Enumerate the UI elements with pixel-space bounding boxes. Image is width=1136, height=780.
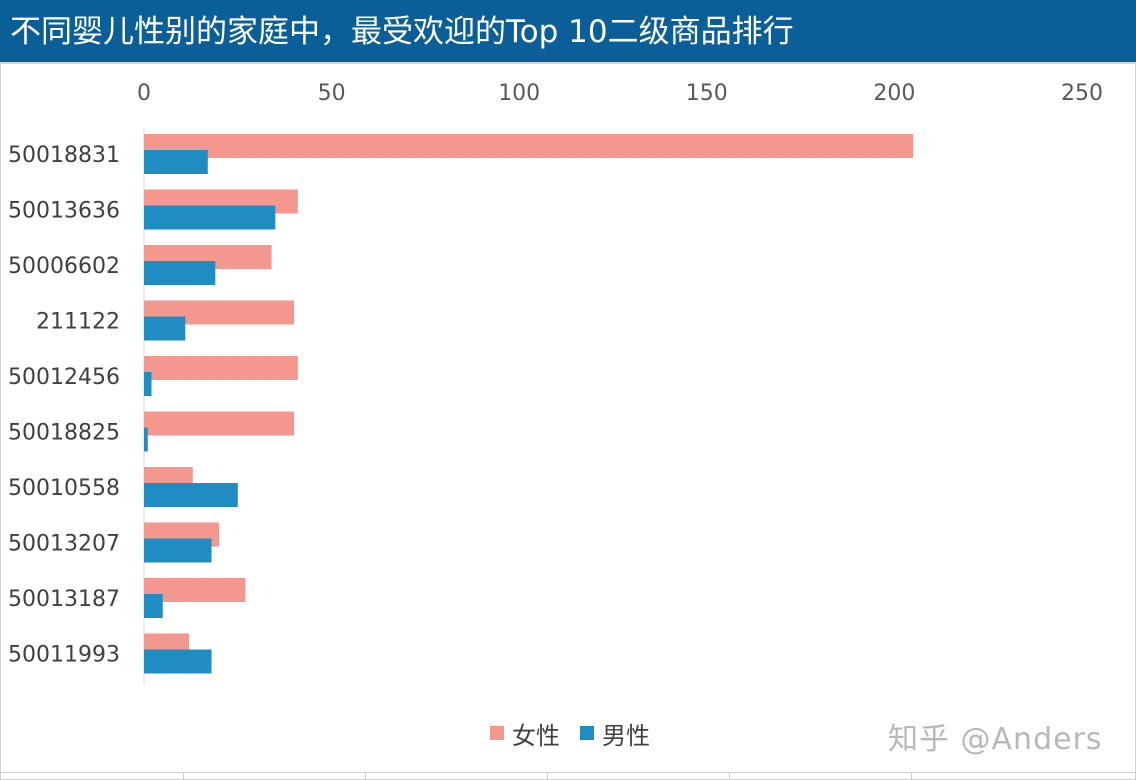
x-tick-label: 250 [1061, 81, 1103, 106]
x-tick-label: 50 [318, 81, 346, 106]
bar-female [144, 411, 295, 436]
title-divider [0, 62, 1136, 64]
bar-male [144, 538, 212, 563]
bar-male [144, 594, 163, 618]
chart-title: 不同婴儿性别的家庭中，最受欢迎的Top 10二级商品排行 [10, 14, 794, 50]
y-category-label: 50006602 [8, 254, 120, 279]
bottom-divider [0, 772, 1136, 773]
watermark: 知乎 @Anders [888, 722, 1103, 757]
bar-female [144, 356, 298, 380]
bar-male [144, 483, 238, 507]
y-category-label: 50012456 [8, 365, 120, 390]
bar-male [144, 372, 152, 396]
footer-tick [729, 772, 730, 780]
bar-male [144, 150, 208, 174]
title-bar: 不同婴儿性别的家庭中，最受欢迎的Top 10二级商品排行 [0, 0, 1136, 62]
y-category-label: 50013636 [8, 199, 120, 224]
bar-male [144, 316, 186, 341]
legend: 女性 男性 [490, 716, 650, 750]
bar-female [144, 134, 914, 158]
x-tick-label: 0 [137, 81, 151, 106]
x-tick-label: 200 [873, 81, 915, 106]
y-category-label: 211122 [36, 310, 120, 335]
x-tick-label: 150 [686, 81, 728, 106]
footer-tick [365, 772, 366, 780]
footer-tick [183, 772, 184, 780]
bar-male [144, 649, 212, 674]
y-category-label: 50018831 [8, 143, 120, 168]
legend-label-female: 女性 [512, 721, 560, 750]
bar-male [144, 427, 148, 452]
footer-tick [911, 772, 912, 780]
x-tick-label: 100 [498, 81, 540, 106]
legend-item-female: 女性 [490, 716, 560, 751]
legend-swatch-male [580, 726, 594, 740]
y-category-label: 50018825 [8, 421, 120, 446]
y-category-label: 50013187 [8, 587, 120, 612]
legend-swatch-female [490, 726, 504, 740]
bar-male [144, 205, 276, 230]
y-category-label: 50011993 [8, 643, 120, 668]
legend-item-male: 男性 [580, 716, 650, 751]
y-category-label: 50010558 [8, 476, 120, 501]
footer-tick [547, 772, 548, 780]
legend-label-male: 男性 [602, 721, 650, 750]
y-category-label: 50013207 [8, 532, 120, 557]
bar-male [144, 261, 216, 285]
